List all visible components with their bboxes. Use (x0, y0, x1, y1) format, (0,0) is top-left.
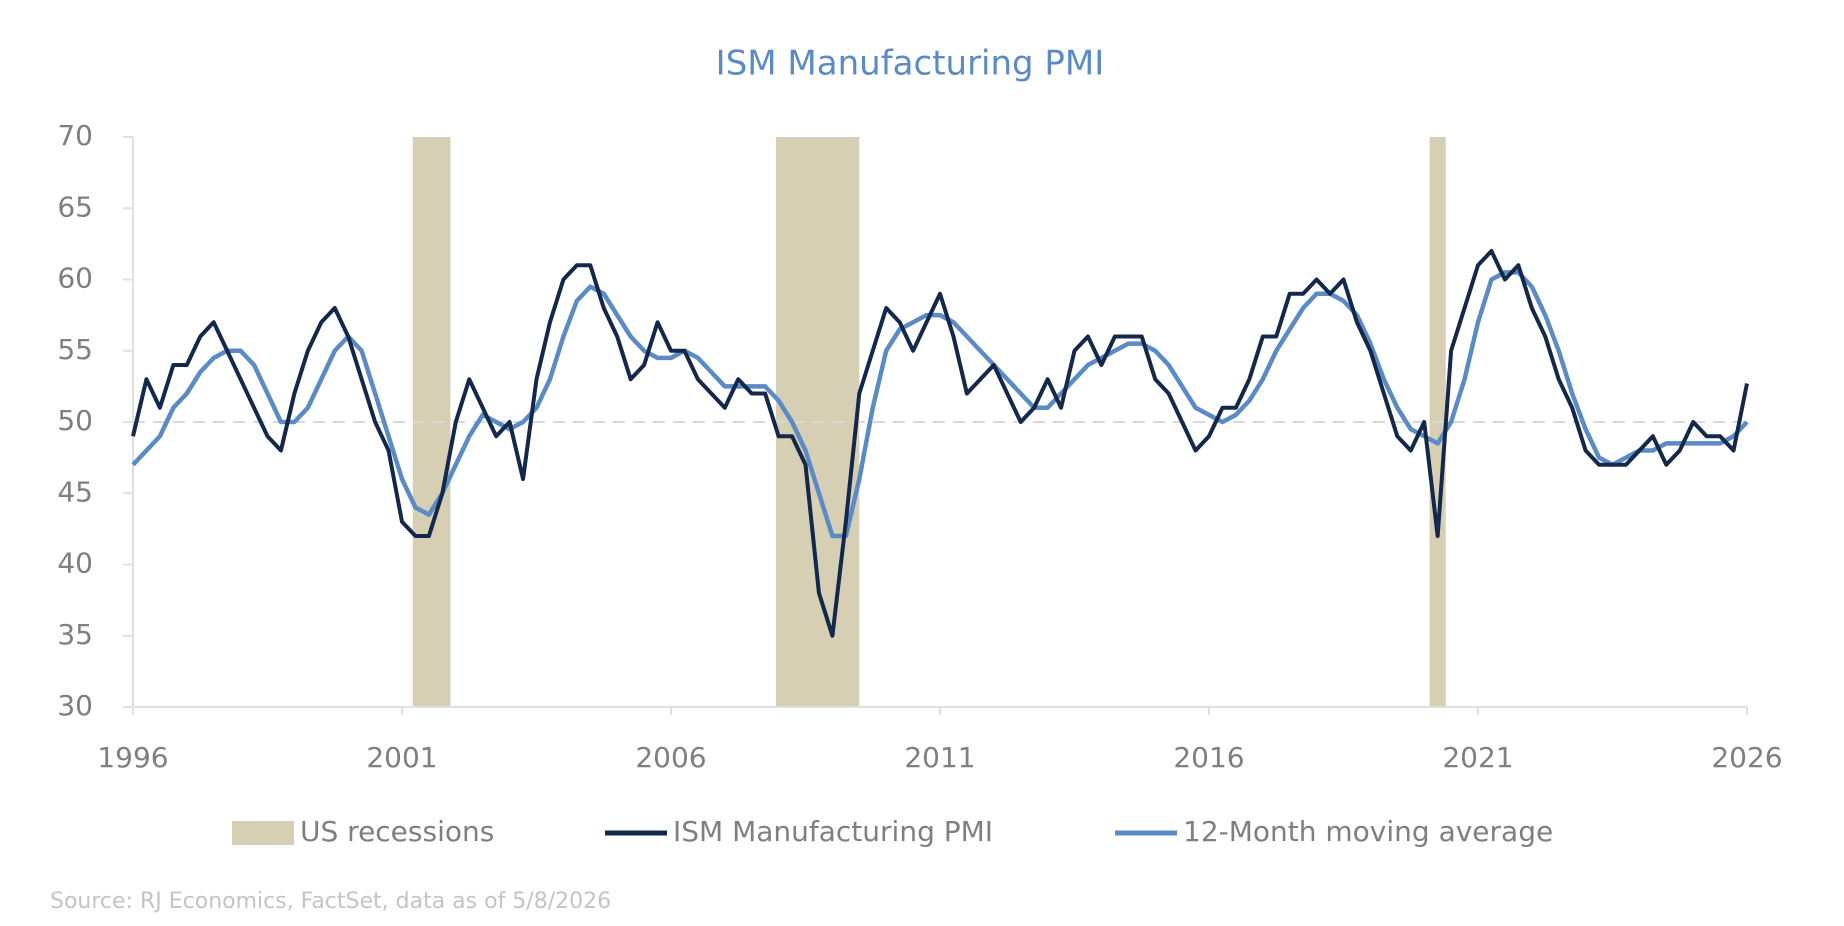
y-tick-label: 60 (57, 262, 93, 295)
series-line (131, 270, 1749, 539)
x-tick-label: 2026 (1711, 741, 1782, 774)
series-line (131, 249, 1749, 638)
chart-title: ISM Manufacturing PMI (716, 44, 1105, 84)
legend-label: US recessions (300, 815, 494, 848)
legend-swatch (232, 821, 294, 845)
x-tick-label: 2011 (904, 741, 975, 774)
y-tick-label: 40 (57, 547, 93, 580)
y-tick-label: 50 (57, 404, 93, 437)
x-tick-label: 2016 (1173, 741, 1244, 774)
y-tick-label: 45 (57, 475, 93, 508)
y-tick-label: 65 (57, 190, 93, 223)
source-note: Source: RJ Economics, FactSet, data as o… (50, 889, 611, 914)
x-tick-label: 2006 (635, 741, 706, 774)
x-tick-label: 2001 (366, 741, 437, 774)
legend-label: ISM Manufacturing PMI (673, 815, 993, 848)
legend-label: 12-Month moving average (1183, 815, 1553, 848)
y-tick-label: 70 (57, 119, 93, 152)
y-tick-label: 35 (57, 618, 93, 651)
x-tick-label: 2021 (1442, 741, 1513, 774)
y-tick-label: 55 (57, 333, 93, 366)
x-tick-label: 1996 (97, 741, 168, 774)
y-tick-label: 30 (57, 689, 93, 722)
